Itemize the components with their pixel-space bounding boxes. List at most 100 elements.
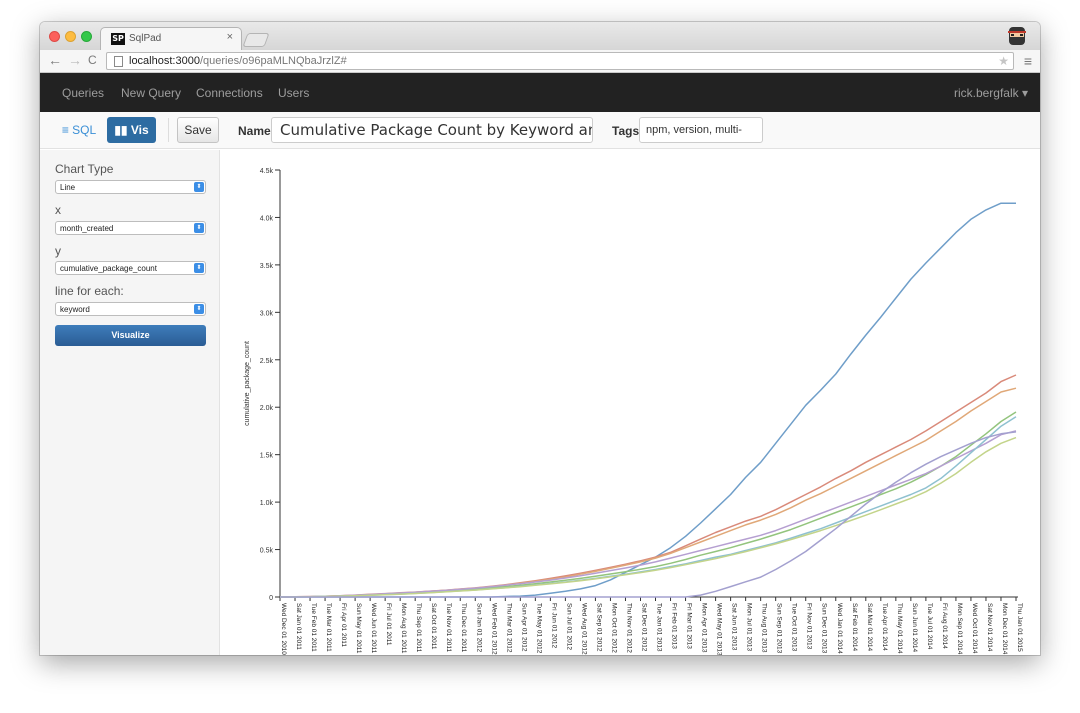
vis-settings-sidebar: Chart Type Line ⬍ x month_created ⬍ y cu… [40, 150, 220, 655]
x-tick-label: Thu Dec 01 2011 [460, 603, 467, 653]
x-tick-label: Fri Jul 01 2011 [385, 603, 392, 646]
line-chart: 0 0.5k 1.0k 1.5k 2.0k 2.5k 3.0k 3.5k 4.0k 4.5k cum… [244, 168, 1023, 655]
vis-tab-button[interactable]: ▮▮ Vis [107, 117, 156, 143]
series-line-4 [279, 411, 1017, 598]
close-window-button[interactable] [49, 31, 60, 42]
reload-icon[interactable]: C [88, 53, 97, 67]
y-tick-label: 2.5k [260, 358, 274, 365]
nav-new-query[interactable]: New Query [121, 86, 182, 100]
x-tick-label: Sun May 01 2011 [355, 603, 362, 654]
series-line-1 [280, 202, 1016, 598]
sql-tab-button[interactable]: ≡ SQL [61, 123, 97, 137]
url-path: /queries/o96paMLNQbaJrzlZ# [199, 55, 347, 67]
x-tick-label: Sat Mar 01 2014 [866, 603, 873, 651]
page-icon [114, 56, 123, 67]
x-tick-label: Tue Apr 01 2014 [881, 603, 888, 651]
x-tick-label: Wed Jun 01 2011 [370, 603, 377, 654]
forward-arrow-icon[interactable]: → [68, 52, 82, 68]
query-toolbar: ≡ SQL ▮▮ Vis Save Name Cumulative Packag… [40, 112, 1040, 149]
sqlpad-favicon-icon: SP [111, 33, 125, 45]
x-tick-label: Mon Jul 01 2013 [746, 603, 753, 651]
x-tick-label: Thu Jan 01 2015 [1016, 603, 1023, 652]
x-tick-label: Sat Oct 01 2011 [430, 603, 437, 650]
y-axis-label: cumulative_package_count [244, 341, 251, 426]
x-tick-label: Mon Dec 01 2014 [1001, 603, 1008, 655]
x-tick-label: Mon Aug 01 2011 [400, 603, 407, 654]
x-tick-label: Mon Sep 01 2014 [956, 603, 963, 655]
y-tick-label: 4.0k [260, 215, 274, 222]
x-tick-label: Sun Jul 01 2012 [565, 603, 572, 650]
vis-tab-label: Vis [130, 123, 149, 137]
x-tick-label: Sat Jun 01 2013 [731, 603, 738, 651]
select-arrow-icon: ⬍ [194, 304, 204, 314]
x-tick-label: Fri Aug 01 2014 [941, 603, 948, 649]
x-tick-label: Wed Dec 01 2010 [280, 603, 287, 655]
chart-area: 0 0.5k 1.0k 1.5k 2.0k 2.5k 3.0k 3.5k 4.0k 4.5k cum… [221, 150, 1040, 655]
select-arrow-icon: ⬍ [194, 263, 204, 273]
browser-window: SP SqlPad × ← → C localhost:3000/queries… [40, 22, 1040, 655]
x-tick-label: Fri Mar 01 2013 [686, 603, 693, 649]
x-tick-label: Sat Nov 01 2014 [986, 603, 993, 652]
tab-title: SqlPad [129, 33, 162, 44]
x-tick-label: Sat Feb 01 2014 [851, 603, 858, 651]
series-line-3 [279, 387, 1017, 598]
y-tick-label: 4.5k [260, 168, 274, 175]
y-field-value: cumulative_package_count [60, 264, 157, 273]
x-field-select[interactable]: month_created ⬍ [55, 221, 206, 235]
nav-connections[interactable]: Connections [196, 86, 263, 100]
minimize-window-button[interactable] [65, 31, 76, 42]
back-arrow-icon[interactable]: ← [48, 52, 62, 68]
toolbar-divider [168, 118, 169, 142]
x-tick-label: Tue Nov 01 2011 [445, 603, 452, 653]
user-menu[interactable]: rick.bergfalk ▾ [953, 86, 1028, 100]
browser-menu-icon[interactable]: ≡ [1023, 53, 1032, 69]
bookmark-star-icon[interactable]: ★ [998, 54, 1009, 68]
series-line-7 [279, 436, 1017, 598]
address-bar: ← → C localhost:3000/queries/o96paMLNQba… [40, 50, 1040, 73]
x-tick-label: Sun Jan 01 2012 [475, 603, 482, 653]
nav-queries[interactable]: Queries [62, 86, 105, 100]
visualize-button[interactable]: Visualize [55, 325, 206, 346]
name-label: Name [238, 124, 271, 138]
x-tick-label: Thu Aug 01 2013 [761, 603, 768, 653]
browser-tab[interactable]: SP SqlPad × [100, 27, 242, 50]
x-tick-label: Wed Jan 01 2014 [836, 603, 843, 654]
x-tick-label: Sat Dec 01 2012 [640, 603, 647, 652]
x-tick-label: Wed Feb 01 2012 [490, 603, 497, 655]
x-tick-label: Tue Oct 01 2013 [791, 603, 798, 652]
chart-type-select[interactable]: Line ⬍ [55, 180, 206, 194]
y-tick-label: 3.5k [260, 263, 274, 270]
x-tick-label: Fri Nov 01 2013 [806, 603, 813, 650]
browser-tab-strip: SP SqlPad × [40, 22, 1040, 50]
line-for-each-value: keyword [60, 305, 90, 314]
x-tick-label: Sun Apr 01 2012 [520, 603, 527, 652]
query-name-input[interactable]: Cumulative Package Count by Keyword and … [271, 117, 593, 143]
x-field-value: month_created [60, 224, 114, 233]
x-tick-label: Tue Jan 01 2013 [656, 603, 663, 652]
tags-input[interactable]: npm, version, multi- [639, 117, 763, 143]
x-tick-label: Fri Jun 01 2012 [550, 603, 557, 649]
save-button[interactable]: Save [177, 117, 219, 143]
url-text: localhost:3000/queries/o96paMLNQbaJrzlZ# [129, 55, 347, 67]
y-label: y [55, 244, 61, 258]
line-for-each-select[interactable]: keyword ⬍ [55, 302, 206, 316]
x-tick-label: Tue Feb 01 2011 [310, 603, 317, 652]
select-arrow-icon: ⬍ [194, 182, 204, 192]
nav-users[interactable]: Users [278, 86, 310, 100]
chart-type-label: Chart Type [55, 162, 114, 176]
x-tick-label: Thu Sep 01 2011 [415, 603, 422, 653]
line-for-each-label: line for each: [55, 284, 124, 298]
y-field-select[interactable]: cumulative_package_count ⬍ [55, 261, 206, 275]
x-tick-label: Sat Sep 01 2012 [595, 603, 602, 652]
x-tick-label: Sun Sep 01 2013 [776, 603, 783, 654]
series-line-6 [279, 416, 1017, 598]
x-tick-label: Fri Apr 01 2011 [340, 603, 347, 647]
tab-close-icon[interactable]: × [226, 31, 233, 43]
x-tick-label: Tue Mar 01 2011 [325, 603, 332, 652]
x-tick-label: Fri Feb 01 2013 [671, 603, 678, 649]
profile-avatar-icon[interactable] [1006, 25, 1028, 47]
url-input[interactable]: localhost:3000/queries/o96paMLNQbaJrzlZ#… [106, 52, 1014, 70]
zoom-window-button[interactable] [81, 31, 92, 42]
new-tab-button[interactable] [242, 33, 270, 47]
bar-chart-icon: ▮▮ [114, 123, 131, 137]
